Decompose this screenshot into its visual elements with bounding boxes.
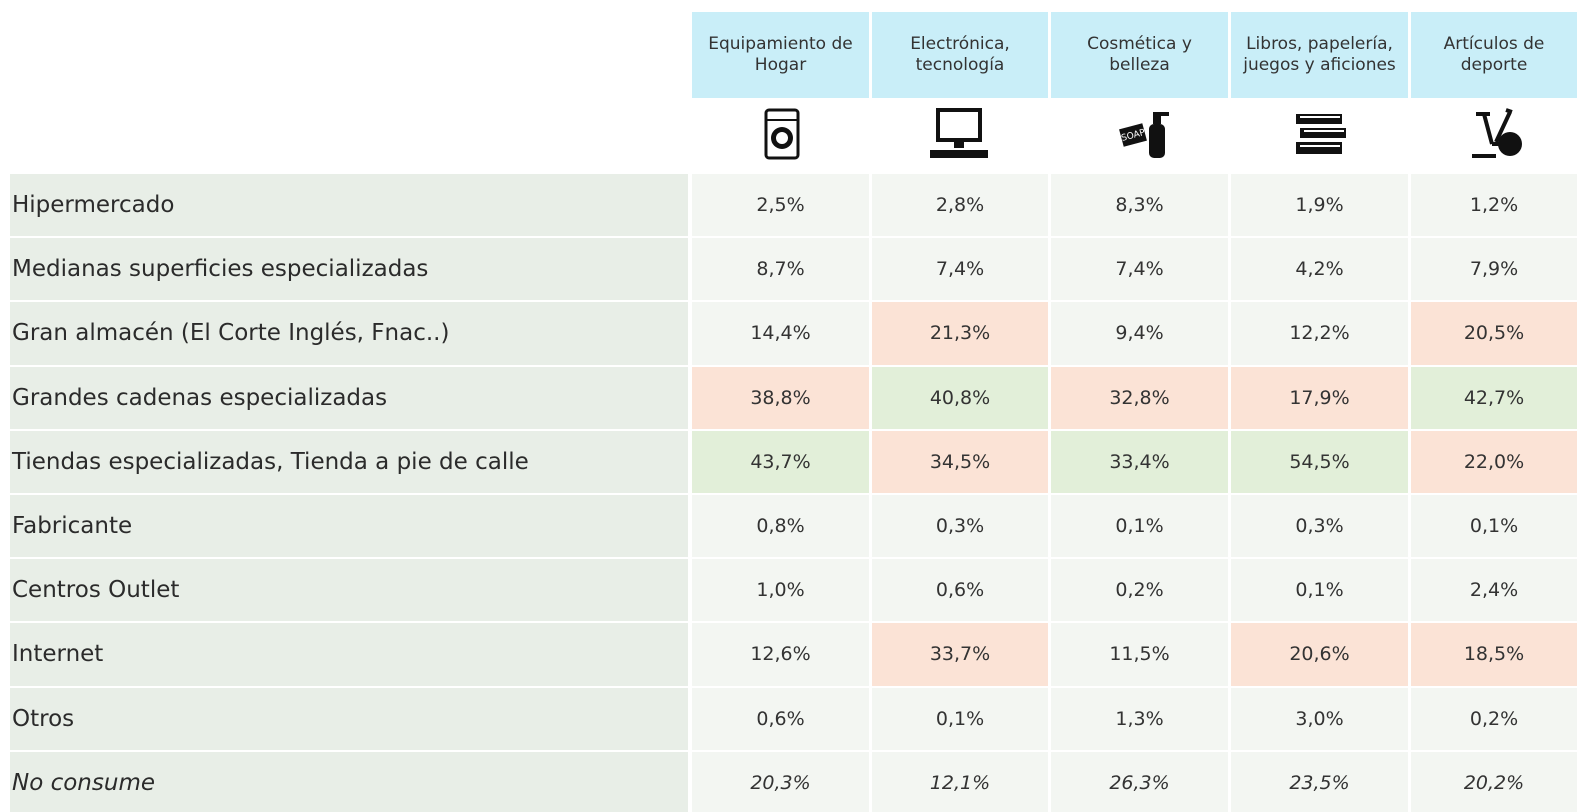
row-label: Internet (10, 623, 688, 686)
column-header: Artículos de deporte (1411, 12, 1577, 98)
row-label: Centros Outlet (10, 559, 688, 622)
cell: 2,5% (692, 174, 869, 237)
column-header: Cosmética y belleza (1051, 12, 1228, 98)
cell: 14,4% (692, 302, 869, 365)
cell: 2,4% (1411, 559, 1577, 622)
cell: 40,8% (872, 366, 1048, 429)
cell: 43,7% (692, 430, 869, 493)
column-header: Libros, papelería, juegos y aficiones (1231, 12, 1408, 98)
cell: 54,5% (1231, 430, 1408, 493)
row-label: Otros (10, 687, 688, 750)
cell: 7,4% (872, 238, 1048, 301)
cell: 0,1% (1051, 495, 1228, 558)
row-label: No consume (10, 751, 688, 812)
column-header: Equipamiento de Hogar (692, 12, 869, 98)
books-icon (1296, 114, 1346, 154)
cell: 0,1% (1411, 495, 1577, 558)
row-label: Tiendas especializadas, Tienda a pie de … (10, 430, 688, 493)
cell: 0,3% (872, 495, 1048, 558)
cell: 1,2% (1411, 174, 1577, 237)
cell: 0,8% (692, 495, 869, 558)
cell: 34,5% (872, 430, 1048, 493)
cell: 21,3% (872, 302, 1048, 365)
cell: 23,5% (1231, 751, 1408, 812)
cell: 12,1% (872, 751, 1048, 812)
cell: 2,8% (872, 174, 1048, 237)
cell: 0,1% (1231, 559, 1408, 622)
cell: 20,5% (1411, 302, 1577, 365)
column-header: Electrónica, tecnología (872, 12, 1048, 98)
row-label: Medianas superficies especializadas (10, 238, 688, 301)
cell: 7,9% (1411, 238, 1577, 301)
cell: 0,6% (872, 559, 1048, 622)
cell: 20,6% (1231, 623, 1408, 686)
cell: 0,6% (692, 687, 869, 750)
cell: 0,1% (872, 687, 1048, 750)
cell: 32,8% (1051, 366, 1228, 429)
cell: 0,3% (1231, 495, 1408, 558)
cell: 11,5% (1051, 623, 1228, 686)
cell: 33,7% (872, 623, 1048, 686)
cell: 7,4% (1051, 238, 1228, 301)
soap-icon: SOAP (1119, 112, 1169, 158)
cell: 38,8% (692, 366, 869, 429)
cell: 26,3% (1051, 751, 1228, 812)
cell: 12,6% (692, 623, 869, 686)
cell: 1,9% (1231, 174, 1408, 237)
bike-icon (1472, 108, 1522, 158)
cell: 0,2% (1051, 559, 1228, 622)
cell: 0,2% (1411, 687, 1577, 750)
cell: 9,4% (1051, 302, 1228, 365)
cell: 42,7% (1411, 366, 1577, 429)
row-label: Hipermercado (10, 174, 688, 237)
cell: 33,4% (1051, 430, 1228, 493)
cell: 18,5% (1411, 623, 1577, 686)
cell: 20,3% (692, 751, 869, 812)
computer-icon (930, 108, 988, 158)
cell: 1,3% (1051, 687, 1228, 750)
cell: 8,3% (1051, 174, 1228, 237)
row-label: Gran almacén (El Corte Inglés, Fnac..) (10, 302, 688, 365)
washer-icon (764, 108, 800, 160)
cell: 17,9% (1231, 366, 1408, 429)
cell: 8,7% (692, 238, 869, 301)
cell: 12,2% (1231, 302, 1408, 365)
row-label: Grandes cadenas especializadas (10, 366, 688, 429)
cell: 20,2% (1411, 751, 1577, 812)
cell: 3,0% (1231, 687, 1408, 750)
cell: 1,0% (692, 559, 869, 622)
cell: 4,2% (1231, 238, 1408, 301)
row-label: Fabricante (10, 495, 688, 558)
cell: 22,0% (1411, 430, 1577, 493)
